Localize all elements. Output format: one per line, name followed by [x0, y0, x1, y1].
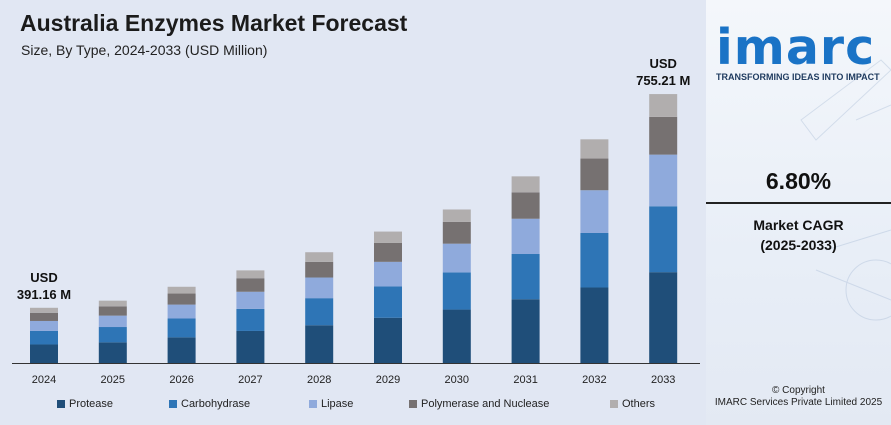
x-tick-label-2024: 2024: [32, 374, 56, 386]
bar-segment-polymerase-and-nuclease-2030: [442, 221, 471, 244]
bar-segment-polymerase-and-nuclease-2025: [98, 306, 127, 316]
bar-segment-others-2030: [442, 209, 471, 222]
bar-segment-polymerase-and-nuclease-2024: [30, 312, 58, 321]
bar-segment-polymerase-and-nuclease-2029: [374, 242, 402, 262]
total-label-value-2024: 391.16 M: [17, 287, 71, 302]
bar-segment-carbohydrase-2024: [30, 330, 58, 345]
bar-segment-carbohydrase-2029: [374, 286, 402, 318]
bar-segment-carbohydrase-2028: [305, 298, 334, 326]
legend-item-polymerase-and-nuclease: Polymerase and Nuclease: [409, 398, 549, 410]
cagr-label: Market CAGR (2025-2033): [706, 215, 891, 255]
chart-plot: 2024 2025 2026 2027 2028 2029 2030 2031 2032 2033…: [12, 56, 700, 386]
bar-segment-others-2024: [30, 307, 58, 313]
logo-wordmark: imarc: [716, 19, 876, 76]
chart-panel: Australia Enzymes Market Forecast Size, …: [12, 10, 700, 410]
bar-segment-others-2027: [236, 270, 265, 279]
chart-subtitle: Size, By Type, 2024-2033 (USD Million): [21, 42, 268, 58]
x-tick-label-2029: 2029: [376, 374, 400, 386]
bar-segment-lipase-2030: [442, 243, 471, 273]
legend-item-protease: Protease: [57, 398, 113, 410]
bar-segment-others-2032: [580, 139, 609, 159]
bar-segment-carbohydrase-2025: [98, 327, 127, 343]
bar-segment-polymerase-and-nuclease-2033: [649, 116, 678, 155]
total-label-value-2033: 755.21 M: [636, 73, 690, 88]
copyright-line2: IMARC Services Private Limited 2025: [714, 397, 883, 408]
bar-segment-protease-2024: [30, 344, 58, 363]
x-tick-label-2026: 2026: [169, 374, 193, 386]
bar-segment-polymerase-and-nuclease-2031: [511, 192, 540, 219]
legend-item-lipase: Lipase: [309, 398, 353, 410]
bar-segment-polymerase-and-nuclease-2032: [580, 158, 609, 191]
imarc-logo: imarc TRANSFORMING IDEAS INTO IMPACT: [716, 19, 886, 82]
bar-segment-lipase-2033: [649, 154, 678, 207]
cagr-divider: [706, 202, 891, 204]
bar-segment-lipase-2031: [511, 218, 540, 255]
bar-segment-protease-2032: [580, 287, 609, 363]
bar-segment-polymerase-and-nuclease-2028: [305, 261, 334, 278]
bar-segment-lipase-2028: [305, 277, 334, 299]
bar-segment-carbohydrase-2033: [649, 206, 678, 273]
bar-segment-lipase-2024: [30, 320, 58, 331]
bar-segment-carbohydrase-2026: [167, 318, 196, 338]
x-tick-label-2031: 2031: [513, 374, 537, 386]
x-tick-label-2033: 2033: [651, 374, 675, 386]
side-panel: imarc TRANSFORMING IDEAS INTO IMPACT 6.8…: [706, 0, 891, 425]
cagr-label-line1: Market CAGR: [753, 217, 844, 233]
legend-swatch: [57, 400, 65, 408]
bar-segment-lipase-2026: [167, 304, 196, 319]
bar-segment-others-2031: [511, 176, 540, 193]
bar-segment-polymerase-and-nuclease-2026: [167, 293, 196, 305]
bar-segment-carbohydrase-2027: [236, 308, 265, 331]
bar-segment-protease-2028: [305, 325, 334, 363]
total-label-currency-2033: USD: [649, 56, 676, 71]
background-decoration: [800, 59, 891, 321]
bar-segment-carbohydrase-2032: [580, 232, 609, 288]
bar-segment-others-2029: [374, 231, 402, 243]
legend-item-carbohydrase: Carbohydrase: [169, 398, 250, 410]
x-tick-label-2027: 2027: [238, 374, 262, 386]
bar-segment-protease-2025: [98, 342, 127, 363]
x-tick-label-2025: 2025: [101, 374, 125, 386]
copyright-line1: © Copyright: [772, 385, 825, 396]
bar-segment-protease-2026: [167, 337, 196, 363]
bar-segment-lipase-2032: [580, 190, 609, 233]
x-tick-label-2028: 2028: [307, 374, 331, 386]
bar-segment-others-2033: [649, 94, 678, 117]
bar-segment-carbohydrase-2030: [442, 272, 471, 310]
legend-swatch: [409, 400, 417, 408]
bar-segment-protease-2027: [236, 330, 265, 363]
cagr-value: 6.80%: [765, 168, 832, 194]
bar-segment-lipase-2025: [98, 315, 127, 328]
bar-segment-polymerase-and-nuclease-2027: [236, 278, 265, 292]
legend-label: Polymerase and Nuclease: [421, 398, 550, 410]
legend-label: Protease: [69, 398, 114, 410]
bar-segment-protease-2031: [511, 299, 540, 363]
cagr-label-line2: (2025-2033): [760, 237, 837, 253]
x-tick-label-2030: 2030: [445, 374, 469, 386]
bar-segment-others-2028: [305, 252, 334, 262]
legend-label: Others: [622, 398, 656, 410]
legend-item-others: Others: [610, 398, 655, 410]
bar-segment-lipase-2029: [374, 261, 402, 287]
legend-swatch: [169, 400, 177, 408]
bar-segment-others-2026: [167, 286, 196, 294]
legend-swatch: [309, 400, 317, 408]
bar-segment-protease-2030: [442, 309, 471, 363]
bar-segment-protease-2033: [649, 272, 678, 363]
chart-title: Australia Enzymes Market Forecast: [20, 10, 408, 36]
bar-segment-protease-2029: [374, 317, 402, 363]
legend-label: Lipase: [321, 398, 354, 410]
bar-segment-carbohydrase-2031: [511, 254, 540, 300]
x-tick-label-2032: 2032: [582, 374, 606, 386]
bar-segment-others-2025: [98, 300, 127, 307]
legend-label: Carbohydrase: [181, 398, 251, 410]
logo-tagline: TRANSFORMING IDEAS INTO IMPACT: [716, 72, 880, 82]
legend-swatch: [610, 400, 618, 408]
bar-segment-lipase-2027: [236, 291, 265, 309]
total-label-currency-2024: USD: [30, 270, 57, 285]
copyright: © Copyright IMARC Services Private Limit…: [706, 385, 891, 409]
